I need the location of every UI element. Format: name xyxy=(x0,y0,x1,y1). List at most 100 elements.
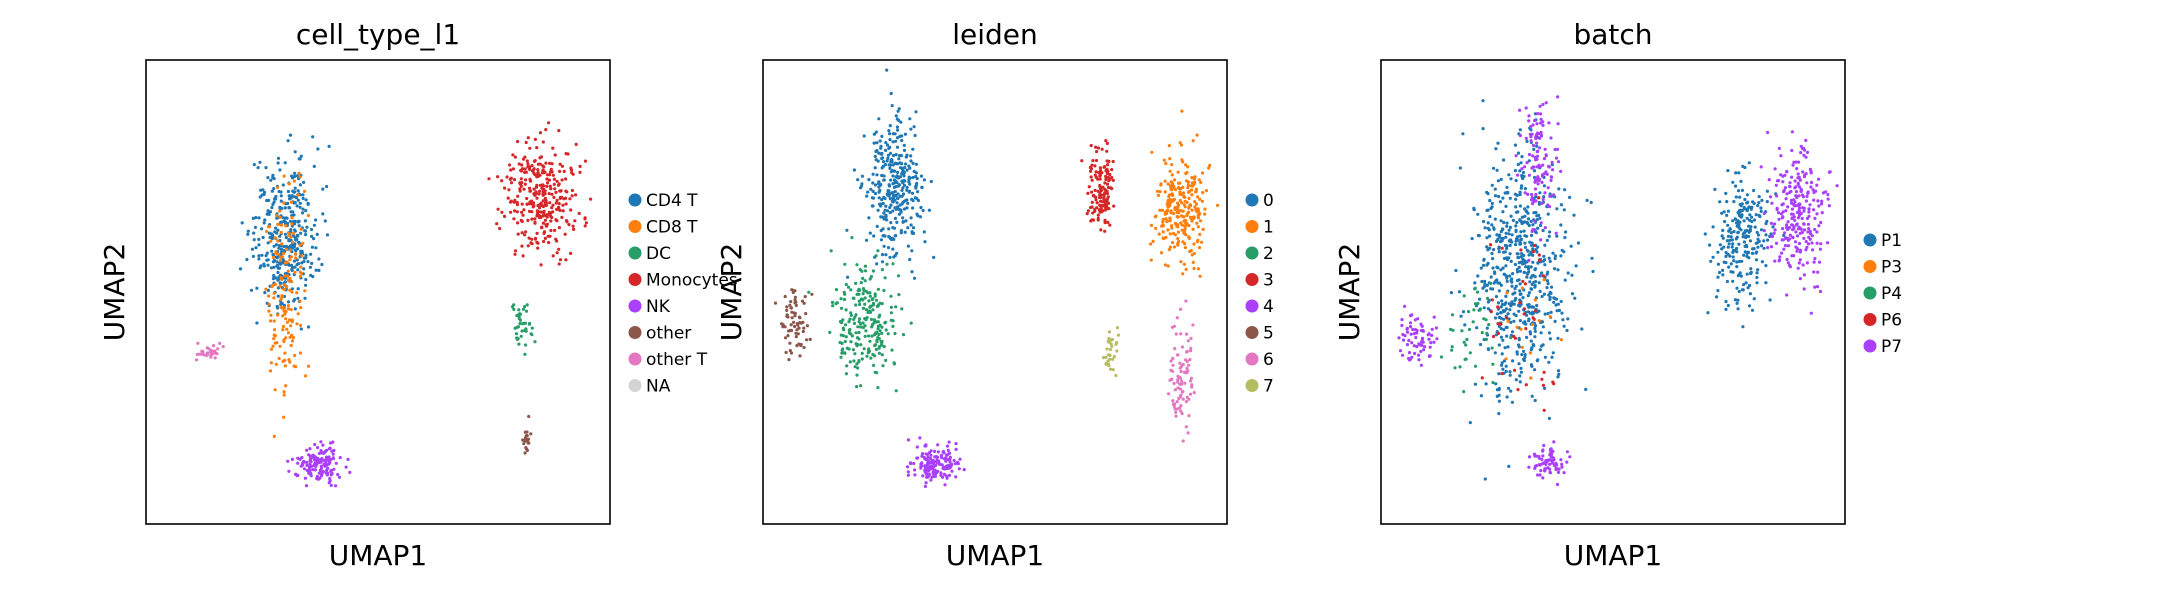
legend-label: 5 xyxy=(1263,324,1274,344)
cell-point xyxy=(871,181,875,185)
cell-point xyxy=(1524,327,1528,331)
axes-frame xyxy=(762,59,1228,525)
cell-point xyxy=(534,185,539,189)
cell-point xyxy=(1175,215,1179,219)
cell-point xyxy=(546,234,550,238)
cell-point xyxy=(1774,183,1778,187)
cell-point xyxy=(286,307,291,311)
cell-point xyxy=(1736,298,1740,302)
cell-point xyxy=(304,253,308,257)
cell-point xyxy=(894,175,898,179)
cell-point xyxy=(1785,257,1789,262)
cell-point xyxy=(1508,370,1512,374)
cell-point xyxy=(1168,169,1172,173)
cell-point xyxy=(912,169,916,173)
cell-point xyxy=(270,189,274,193)
cell-point xyxy=(848,360,852,364)
cell-point xyxy=(1107,336,1111,341)
cell-point xyxy=(1476,212,1480,216)
cell-point xyxy=(1736,189,1741,193)
cell-point xyxy=(276,228,280,232)
cell-point xyxy=(521,213,525,217)
cell-point xyxy=(539,263,543,267)
cell-point xyxy=(1512,319,1516,323)
cell-point xyxy=(554,201,558,205)
cell-point xyxy=(553,153,557,157)
cell-point xyxy=(867,216,871,220)
cell-point xyxy=(558,258,563,262)
cell-point xyxy=(1790,175,1794,179)
cell-point xyxy=(1513,169,1517,173)
cell-point xyxy=(266,263,270,267)
cell-point xyxy=(852,296,856,300)
cell-point xyxy=(1556,375,1560,379)
cell-point xyxy=(1809,171,1813,175)
cell-point xyxy=(281,251,286,256)
cell-point xyxy=(899,229,903,233)
cell-point xyxy=(1509,320,1513,324)
cell-point xyxy=(853,365,857,369)
cell-point xyxy=(1805,150,1810,154)
cell-point xyxy=(1094,195,1098,199)
cell-point xyxy=(1527,152,1532,157)
cell-point xyxy=(1794,230,1798,234)
cell-point xyxy=(1494,382,1498,386)
cell-point xyxy=(1155,189,1159,193)
cell-point xyxy=(1521,170,1526,175)
cell-point xyxy=(897,212,901,216)
cell-point xyxy=(268,369,273,373)
cell-point xyxy=(1520,155,1524,159)
cell-point xyxy=(283,351,287,355)
cell-point xyxy=(487,177,491,181)
cell-point xyxy=(1812,208,1816,212)
cell-point xyxy=(1449,291,1453,295)
cell-point xyxy=(1553,254,1557,258)
cell-point xyxy=(215,352,219,356)
cell-point xyxy=(519,184,523,188)
cell-point xyxy=(1556,336,1560,340)
cell-point xyxy=(861,306,865,310)
cell-point xyxy=(1485,296,1490,300)
cell-point xyxy=(887,183,891,187)
cell-point xyxy=(303,289,307,293)
cell-point xyxy=(1535,250,1539,254)
cell-point xyxy=(928,456,933,461)
cell-point xyxy=(315,474,319,479)
cell-point xyxy=(276,239,280,243)
cell-point xyxy=(584,221,588,225)
cell-point xyxy=(1510,330,1515,334)
cell-point xyxy=(288,248,292,252)
cell-point xyxy=(286,300,291,304)
cell-point xyxy=(1784,197,1788,201)
cell-point xyxy=(1160,208,1164,212)
cell-point xyxy=(894,389,898,393)
cell-point xyxy=(520,219,524,223)
cell-point xyxy=(1529,287,1533,291)
cell-point xyxy=(1099,195,1103,200)
cell-point xyxy=(902,207,907,211)
cell-point xyxy=(1108,347,1113,352)
cell-point xyxy=(1725,239,1729,243)
cell-point xyxy=(1098,183,1102,188)
cell-point xyxy=(274,250,278,254)
cell-point xyxy=(549,219,553,223)
cell-point xyxy=(1506,345,1510,349)
cell-point xyxy=(1095,150,1099,154)
cell-point xyxy=(880,134,884,138)
cell-point xyxy=(1794,190,1799,194)
cell-point xyxy=(552,195,556,199)
cell-point xyxy=(926,462,930,466)
cell-point xyxy=(1488,198,1492,203)
cell-point xyxy=(1572,213,1576,217)
cell-point xyxy=(785,305,789,309)
cell-point xyxy=(1532,317,1536,321)
cell-point xyxy=(303,219,307,223)
cell-point xyxy=(271,344,275,348)
cell-point xyxy=(920,461,924,465)
cell-point xyxy=(854,331,858,335)
cell-point xyxy=(1428,345,1432,349)
cell-point xyxy=(1806,222,1810,226)
cell-point xyxy=(1514,229,1518,234)
cell-point xyxy=(298,157,302,161)
cell-point xyxy=(281,324,285,329)
